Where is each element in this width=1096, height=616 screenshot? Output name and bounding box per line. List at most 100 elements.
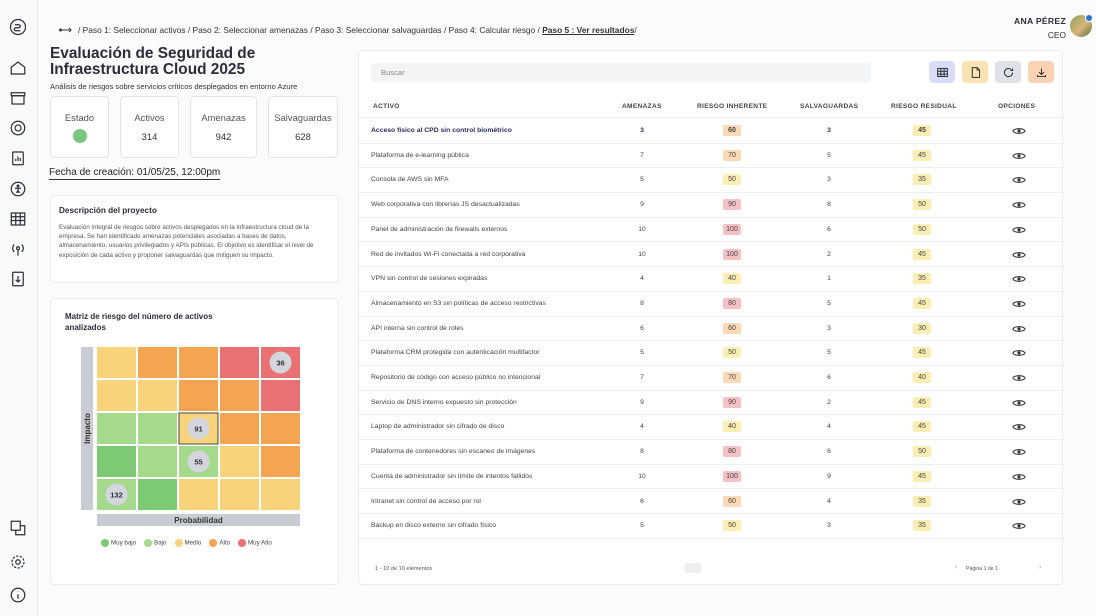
riesgo-inherente-badge: 50 <box>723 347 741 359</box>
matrix-cell <box>138 479 177 510</box>
cell-salvaguardas: 3 <box>827 176 831 184</box>
col-salvaguardas[interactable]: SALVAGUARDAS <box>800 103 859 110</box>
view-eye-icon[interactable] <box>1012 521 1026 531</box>
page-size-select[interactable] <box>685 563 701 573</box>
table-row[interactable]: Plataforma CRM protegida con autenticaci… <box>359 341 1064 366</box>
table-view-button[interactable] <box>929 61 955 83</box>
matrix-marker-value: 132 <box>110 491 123 500</box>
broadcast-icon[interactable] <box>7 238 29 260</box>
cell-amenazas: 4 <box>640 275 644 283</box>
view-eye-icon[interactable] <box>1012 175 1026 185</box>
view-eye-icon[interactable] <box>1012 299 1026 309</box>
table-row[interactable]: API interna sin control de roles 6 3 60 30 <box>359 317 1064 342</box>
table-row[interactable]: VPN sin control de sesiones expiradas 4 1 4… <box>359 267 1064 292</box>
export-pdf-button[interactable] <box>962 61 988 83</box>
view-eye-icon[interactable] <box>1012 126 1026 136</box>
riesgo-residual-badge: 45 <box>913 347 931 359</box>
view-eye-icon[interactable] <box>1012 151 1026 161</box>
cell-amenazas: 10 <box>638 225 646 233</box>
view-eye-icon[interactable] <box>1012 497 1026 507</box>
table-row[interactable]: Web corporativa con librerías JS desactu… <box>359 193 1064 218</box>
cell-salvaguardas: 4 <box>827 497 831 505</box>
archive-icon[interactable] <box>7 87 29 109</box>
settings-icon[interactable] <box>7 551 29 573</box>
table-row[interactable]: Laptop de administrador sin cifrado de d… <box>359 415 1064 441</box>
selected-cell-outline <box>178 412 219 445</box>
table-row[interactable]: Cuenta de administrador sin límite de in… <box>359 465 1064 490</box>
next-page-icon[interactable]: › <box>1039 564 1042 571</box>
target-icon[interactable] <box>7 117 29 139</box>
view-eye-icon[interactable] <box>1012 225 1026 235</box>
user-info[interactable]: ANA PÉREZ CEO <box>1014 16 1066 40</box>
view-eye-icon[interactable] <box>1012 398 1026 408</box>
view-eye-icon[interactable] <box>1012 250 1026 260</box>
cell-amenazas: 5 <box>640 349 644 357</box>
view-eye-icon[interactable] <box>1012 348 1026 358</box>
table-row[interactable]: Repositorio de código con acceso público… <box>359 366 1064 391</box>
matrix-cell <box>220 347 259 378</box>
logo-icon[interactable] <box>7 16 29 38</box>
search-input[interactable]: Buscar <box>371 63 871 82</box>
table-row[interactable]: Red de invitados Wi-Fi conectada a red c… <box>359 243 1064 268</box>
riesgo-inherente-badge: 80 <box>723 446 741 458</box>
view-eye-icon[interactable] <box>1012 373 1026 383</box>
riesgo-inherente-badge: 70 <box>723 372 741 383</box>
refresh-button[interactable] <box>995 61 1021 83</box>
y-axis-label: Impacto <box>83 413 92 444</box>
riesgo-residual-badge: 35 <box>913 495 931 507</box>
matrix-cell <box>179 479 218 510</box>
cell-salvaguardas: 1 <box>827 275 831 283</box>
view-eye-icon[interactable] <box>1012 472 1026 482</box>
matrix-cell <box>261 380 300 411</box>
download-icon <box>1036 67 1046 77</box>
table-icon[interactable] <box>7 208 29 230</box>
cell-amenazas: 9 <box>640 201 644 209</box>
breadcrumb-step-5[interactable]: Paso 5 : Ver resultados <box>542 25 635 35</box>
col-amenazas[interactable]: AMENAZAS <box>622 103 662 110</box>
matrix-cell <box>261 413 300 444</box>
breadcrumb-step-3[interactable]: Paso 3: Seleccionar salvaguardas <box>314 25 442 35</box>
cell-activo: Plataforma de e-learning pública <box>371 151 469 159</box>
table-row[interactable]: Intranet sin control de acceso por rol 6 4… <box>359 490 1064 515</box>
table-row[interactable]: Panel de administración de firewalls ext… <box>359 218 1064 243</box>
report-icon[interactable] <box>7 147 29 169</box>
translate-icon[interactable] <box>7 517 29 539</box>
table-row[interactable]: Servicio de DNS interno expuesto sin pro… <box>359 391 1064 416</box>
table-row[interactable]: Plataforma de e-learning pública 7 5 70 45 <box>359 144 1064 169</box>
download-button[interactable] <box>1028 61 1054 83</box>
view-eye-icon[interactable] <box>1012 274 1026 284</box>
view-eye-icon[interactable] <box>1012 200 1026 210</box>
download-doc-icon[interactable] <box>7 268 29 290</box>
stat-estado: Estado <box>50 96 109 158</box>
riesgo-inherente-badge: 100 <box>723 470 741 482</box>
info-icon[interactable] <box>7 584 29 606</box>
col-riesgo-residual[interactable]: RIESGO RESIDUAL <box>891 103 957 110</box>
riesgo-inherente-badge: 60 <box>723 125 741 136</box>
view-eye-icon[interactable] <box>1012 447 1026 457</box>
cell-salvaguardas: 3 <box>827 127 831 134</box>
accessibility-icon[interactable] <box>7 178 29 200</box>
table-row[interactable]: Plataforma de contenedores sin escaneo d… <box>359 440 1064 465</box>
matrix-cell <box>179 347 218 378</box>
col-opciones[interactable]: OPCIONES <box>998 103 1036 110</box>
prev-page-icon[interactable]: ‹ <box>955 564 958 571</box>
col-activo[interactable]: ACTIVO <box>373 103 400 110</box>
riesgo-residual-badge: 45 <box>913 149 931 161</box>
view-eye-icon[interactable] <box>1012 422 1026 432</box>
cell-activo: Intranet sin control de acceso por rol <box>371 497 481 505</box>
description-card: Descripción del proyecto Evaluación inte… <box>50 195 339 283</box>
breadcrumb-step-2[interactable]: Paso 2: Seleccionar amenazas <box>192 25 308 35</box>
document-icon <box>971 66 980 78</box>
table-row[interactable]: Consola de AWS sin MFA 5 3 50 35 <box>359 168 1064 194</box>
legend-swatch <box>174 539 183 547</box>
breadcrumb-step-4[interactable]: Paso 4: Calcular riesgo <box>448 25 536 35</box>
table-row[interactable]: Acceso físico al CPD sin control biométr… <box>359 119 1064 144</box>
table-row[interactable]: Almacenamiento en S3 sin políticas de ac… <box>359 292 1064 317</box>
breadcrumb-step-1[interactable]: Paso 1: Seleccionar activos <box>82 25 186 35</box>
view-eye-icon[interactable] <box>1012 324 1026 334</box>
col-riesgo-inherente[interactable]: RIESGO INHERENTE <box>697 103 768 110</box>
home-icon[interactable] <box>7 57 29 79</box>
legend-label: Alto <box>219 539 231 547</box>
table-row[interactable]: Backup en disco externo sin cifrado físi… <box>359 514 1064 539</box>
user-name: ANA PÉREZ <box>1013 16 1066 26</box>
